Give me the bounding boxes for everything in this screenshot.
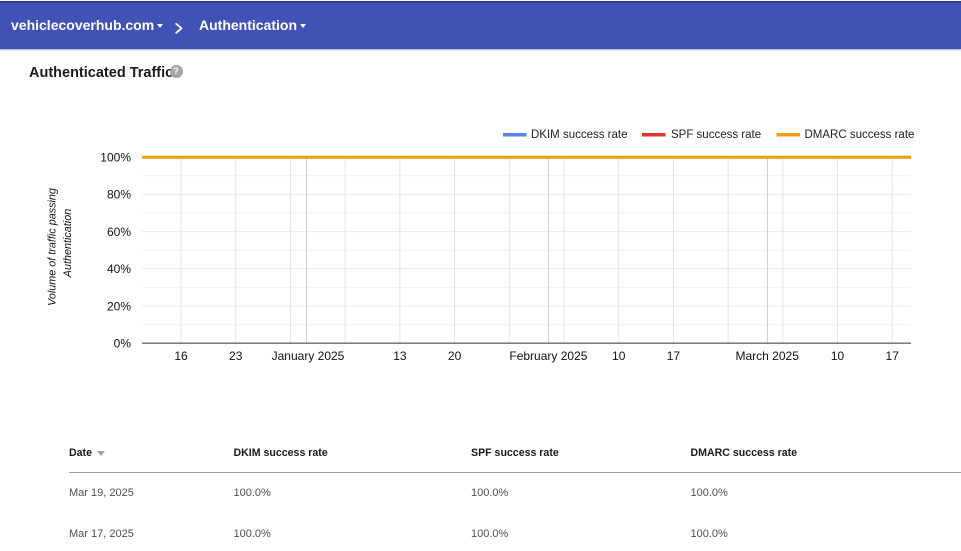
svg-text:February 2025: February 2025 (509, 349, 587, 363)
svg-text:100%: 100% (100, 151, 131, 165)
svg-text:17: 17 (886, 349, 900, 363)
svg-text:Authentication: Authentication (62, 209, 74, 278)
svg-text:Volume of traffic passing: Volume of traffic passing (47, 188, 59, 306)
svg-text:January 2025: January 2025 (272, 349, 345, 363)
svg-text:17: 17 (667, 349, 681, 363)
svg-text:13: 13 (393, 349, 407, 363)
svg-text:10: 10 (831, 349, 845, 363)
svg-text:March 2025: March 2025 (736, 349, 800, 363)
svg-text:SPF success rate: SPF success rate (671, 129, 761, 141)
svg-text:DKIM success rate: DKIM success rate (531, 129, 628, 141)
svg-text:23: 23 (229, 349, 243, 363)
svg-text:DMARC success rate: DMARC success rate (805, 129, 915, 141)
svg-text:10: 10 (612, 349, 626, 363)
svg-text:20: 20 (448, 349, 462, 363)
svg-text:40%: 40% (107, 262, 131, 276)
svg-text:0%: 0% (114, 337, 132, 351)
svg-text:20%: 20% (107, 299, 131, 313)
svg-text:16: 16 (174, 349, 188, 363)
svg-text:80%: 80% (107, 188, 131, 202)
svg-text:60%: 60% (107, 225, 131, 239)
